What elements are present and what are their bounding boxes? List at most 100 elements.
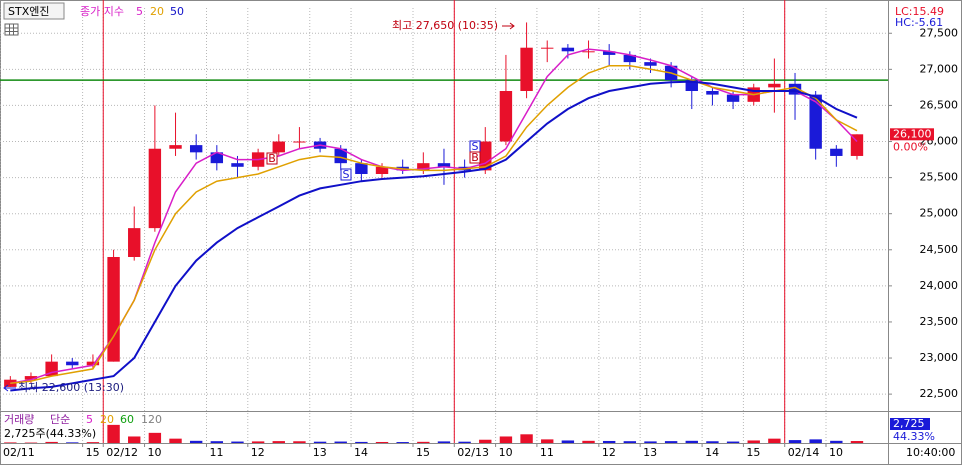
candle-body — [86, 361, 100, 366]
volume-bar — [189, 440, 203, 443]
volume-bar — [417, 441, 430, 443]
signal: S — [472, 140, 479, 153]
volume-bar — [850, 441, 864, 443]
volume-bar — [293, 441, 306, 443]
chart-title[interactable]: STX엔진 — [8, 5, 49, 18]
volume-bar — [602, 440, 616, 443]
volume-bar — [355, 441, 368, 443]
y-tick-label: 27,000 — [920, 62, 959, 75]
y-tick-label: 24,500 — [920, 243, 959, 256]
volume-bar — [726, 441, 740, 443]
x-tick-label: 10 — [499, 446, 513, 459]
candle-body — [850, 134, 864, 156]
candle-body — [334, 148, 347, 164]
y-tick-label: 23,500 — [920, 315, 959, 328]
volume-bar — [272, 441, 285, 443]
volume-bar — [210, 441, 224, 443]
volume-bar — [375, 441, 389, 443]
candle-body — [375, 166, 389, 174]
volume-bar — [169, 438, 182, 443]
ma-label: 종가 지수 — [80, 5, 124, 18]
volume-bar — [396, 442, 409, 443]
x-tick-label: 02/11 — [3, 446, 35, 459]
x-tick-label: 11 — [210, 446, 224, 459]
signal: S — [343, 168, 350, 181]
candle-body — [768, 83, 781, 88]
settings-icon-grid — [5, 24, 18, 35]
candle-body — [623, 54, 637, 63]
volume-ma-label: 단순 — [50, 413, 70, 426]
x-tick-label: 15 — [86, 446, 100, 459]
signals: B S S B — [266, 140, 481, 181]
candle-body — [417, 163, 430, 171]
volume-bar — [4, 442, 17, 443]
volume-bar — [582, 440, 595, 443]
candle-body — [355, 163, 368, 174]
candle-body — [128, 228, 141, 257]
volume-legend-entry: 60 — [120, 413, 134, 426]
volume-legend-entry: 5 — [86, 413, 93, 426]
low-annotation: 최저 22,600 (13:30) — [18, 381, 124, 394]
volume-bar — [541, 439, 554, 443]
volume-ratio: 44.33% — [893, 430, 935, 443]
volume-bar — [66, 442, 79, 443]
candle-body — [788, 83, 802, 95]
ma-line — [10, 80, 858, 392]
candle-body — [479, 141, 492, 171]
candle-body — [726, 94, 740, 102]
x-tick-label: 10 — [829, 446, 843, 459]
candle-body — [602, 51, 616, 55]
signal: B — [268, 152, 276, 165]
volume-bar — [107, 424, 120, 443]
volume-last: 2,725 — [893, 417, 925, 430]
time-label: 10:40:00 — [906, 446, 955, 459]
volume-bar — [706, 441, 719, 443]
signal: B — [471, 151, 479, 164]
legend-entry: 20 — [150, 5, 164, 18]
settings-icon[interactable] — [4, 23, 19, 36]
x-tick-label: 13 — [313, 446, 327, 459]
candle-body — [231, 163, 244, 167]
volume-bar — [644, 441, 657, 443]
x-tick-label: 02/12 — [106, 446, 138, 459]
candle-body — [541, 47, 554, 49]
volume-bar — [561, 440, 575, 443]
volume-bar — [520, 434, 533, 443]
x-tick-label: 12 — [251, 446, 265, 459]
volume-bar — [251, 441, 265, 443]
x-tick-label: 15 — [416, 446, 430, 459]
candle-body — [24, 376, 38, 380]
last-price: 26,100 — [893, 127, 932, 140]
x-tick-label: 14 — [705, 446, 719, 459]
x-tick-label: 11 — [540, 446, 554, 459]
volume-bar — [128, 436, 141, 443]
x-tick-label: 15 — [746, 446, 760, 459]
high-annotation: 최고 27,650 (10:35) — [392, 19, 498, 32]
legend-entry: 50 — [170, 5, 184, 18]
x-tick-label: 14 — [354, 446, 368, 459]
volume-bar — [148, 432, 162, 443]
candle-body — [830, 148, 843, 156]
volume-bar — [685, 440, 698, 443]
x-tick-label: 10 — [148, 446, 162, 459]
candle-body — [272, 141, 285, 153]
candle-body — [809, 94, 822, 149]
volume-bar — [334, 441, 347, 443]
volume-bar — [499, 436, 513, 443]
x-tick-label: 12 — [602, 446, 616, 459]
candle-body — [644, 62, 657, 66]
volume-legend-entry: 20 — [100, 413, 114, 426]
title-box[interactable] — [3, 2, 65, 20]
candle-body — [148, 148, 162, 229]
volume-legend-entry: 120 — [141, 413, 162, 426]
volume-bar — [809, 439, 822, 443]
y-tick-label: 27,500 — [920, 26, 959, 39]
volume-bar — [788, 440, 802, 443]
candle-body — [685, 80, 698, 91]
volume-bar — [458, 441, 471, 443]
volume-bar — [313, 441, 327, 443]
candle-body — [293, 141, 306, 143]
volume-bar — [664, 441, 678, 443]
